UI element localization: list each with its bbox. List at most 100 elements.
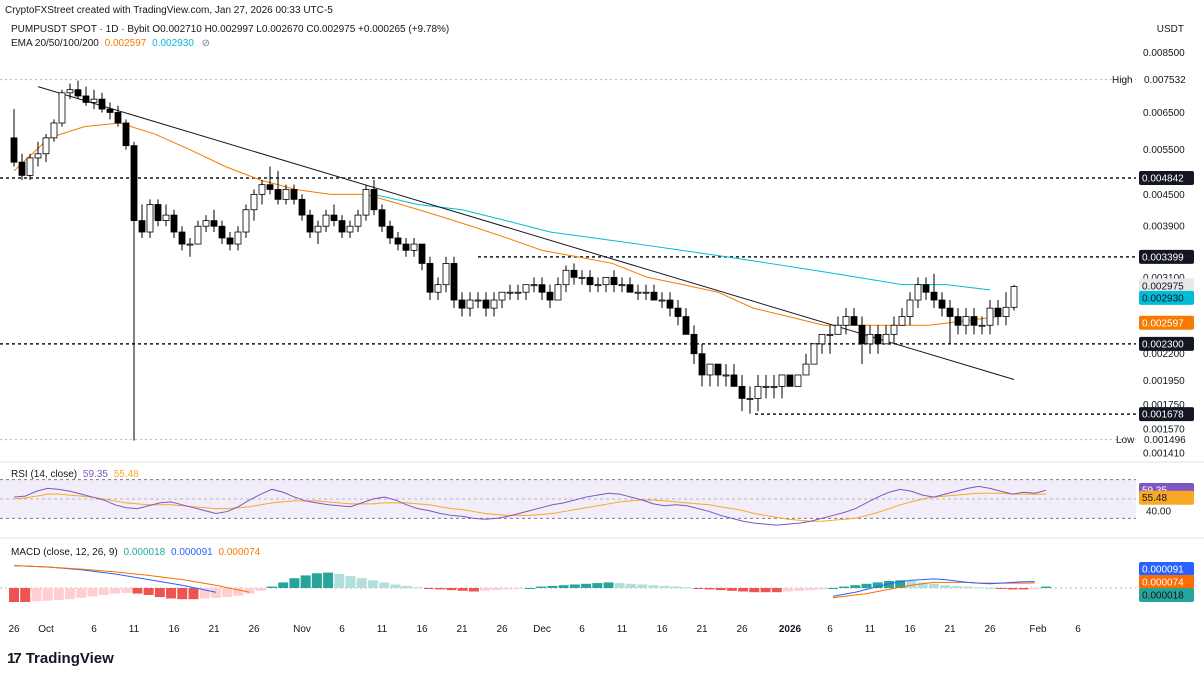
candle	[698, 353, 706, 376]
symbol-legend[interactable]: PUMPUSDT SPOT · 1D · Bybit O0.002710 H0.…	[11, 24, 450, 35]
hide-icon[interactable]: ⊘	[201, 38, 211, 49]
ema-legend[interactable]: EMA 20/50/100/200 0.002597 0.002930 ⊘	[11, 38, 210, 49]
candle	[498, 291, 506, 301]
macd-tag: 0.000091	[1142, 565, 1184, 576]
macd-line	[832, 578, 1035, 597]
macd-histogram-bar	[749, 588, 760, 593]
candle	[858, 324, 866, 345]
candle	[506, 291, 514, 294]
macd-histogram-bar	[1018, 588, 1029, 590]
candle	[378, 209, 386, 227]
macd-histogram-bar	[177, 588, 188, 600]
candle	[122, 122, 130, 147]
price-axis-tick: 0.001410	[1143, 448, 1185, 459]
macd-histogram-bar	[367, 580, 378, 588]
macd-histogram-bar	[76, 588, 87, 598]
candle	[514, 291, 522, 294]
candle	[74, 89, 82, 97]
signal-value: 0.000074	[218, 547, 261, 558]
candle	[106, 108, 114, 113]
candle	[482, 299, 490, 309]
candle	[402, 243, 410, 251]
candle	[298, 198, 306, 216]
time-axis-tick: 6	[339, 624, 345, 635]
time-axis-tick: Oct	[38, 624, 54, 635]
macd-histogram-bar	[659, 585, 670, 588]
candle	[682, 316, 690, 335]
time-axis-tick: 6	[579, 624, 585, 635]
candle	[242, 209, 250, 233]
macd-histogram-bar	[311, 573, 322, 588]
candle	[394, 237, 402, 245]
candle	[458, 299, 466, 309]
candle	[842, 316, 850, 326]
macd-histogram-bar	[87, 588, 98, 597]
candle	[866, 333, 874, 345]
low-value: 0.001496	[1144, 435, 1186, 446]
macd-histogram-bar	[648, 585, 659, 588]
time-axis-tick: 26	[496, 624, 508, 635]
candle	[570, 269, 578, 278]
candle	[602, 276, 610, 286]
price-axis-tick: 0.008500	[1143, 48, 1185, 59]
candle	[210, 220, 218, 227]
macd-hist-value: 0.000018	[123, 547, 166, 558]
candle	[290, 189, 298, 200]
logo-icon: 17	[7, 650, 22, 667]
candle	[50, 122, 58, 139]
candle	[146, 204, 154, 233]
candle	[314, 225, 322, 233]
time-axis-tick: 21	[696, 624, 708, 635]
macd-legend[interactable]: MACD (close, 12, 26, 9) 0.000018 0.00009…	[11, 547, 263, 558]
price-axis-tick: 0.001570	[1143, 424, 1185, 435]
macd-histogram-bar	[300, 575, 311, 588]
macd-histogram-bar	[962, 586, 973, 588]
time-axis-tick: 26	[984, 624, 996, 635]
high-value: 0.007532	[1144, 75, 1186, 86]
macd-histogram-bar	[558, 585, 569, 588]
macd-histogram-bar	[255, 588, 266, 591]
candle	[18, 161, 26, 176]
candle	[802, 363, 810, 376]
candle	[10, 137, 18, 163]
macd-histogram-bar	[154, 588, 165, 598]
candle	[266, 184, 274, 190]
candle	[778, 374, 786, 387]
candle	[274, 189, 282, 200]
macd-histogram-bar	[244, 588, 255, 594]
macd-histogram-bar	[614, 583, 625, 588]
candle	[226, 237, 234, 245]
high-label: High	[1112, 75, 1133, 86]
time-axis-tick: 16	[416, 624, 428, 635]
candle	[138, 220, 146, 233]
candle	[250, 193, 258, 211]
candle	[466, 299, 474, 309]
candle	[442, 263, 450, 286]
macd-histogram-bar	[491, 588, 502, 591]
candle	[178, 231, 186, 245]
macd-histogram-bar	[715, 588, 726, 591]
macd-histogram-bar	[457, 588, 468, 591]
macd-histogram-bar	[951, 585, 962, 588]
candle	[818, 333, 826, 345]
candle	[1002, 306, 1010, 317]
candle	[426, 263, 434, 293]
macd-histogram-bar	[794, 588, 805, 591]
time-axis-tick: Feb	[1029, 624, 1047, 635]
rsi-ma-tag-bg	[1139, 490, 1194, 505]
macd-histogram-bar	[1029, 588, 1040, 589]
macd-histogram-bar	[20, 588, 31, 602]
macd-histogram-bar	[1007, 588, 1018, 590]
candle	[154, 204, 162, 221]
candle	[98, 98, 106, 110]
price-axis-tick: 0.002200	[1143, 349, 1185, 360]
last-price-tag: 0.002975	[1142, 282, 1184, 293]
candle	[714, 363, 722, 376]
tradingview-logo[interactable]: 17 TradingView	[7, 650, 114, 667]
candle	[658, 299, 666, 302]
macd-histogram-bar	[996, 588, 1007, 589]
rsi-legend[interactable]: RSI (14, close) 59.35 55.48	[11, 469, 142, 480]
signal-tag: 0.000074	[1142, 578, 1184, 589]
candle	[882, 333, 890, 345]
